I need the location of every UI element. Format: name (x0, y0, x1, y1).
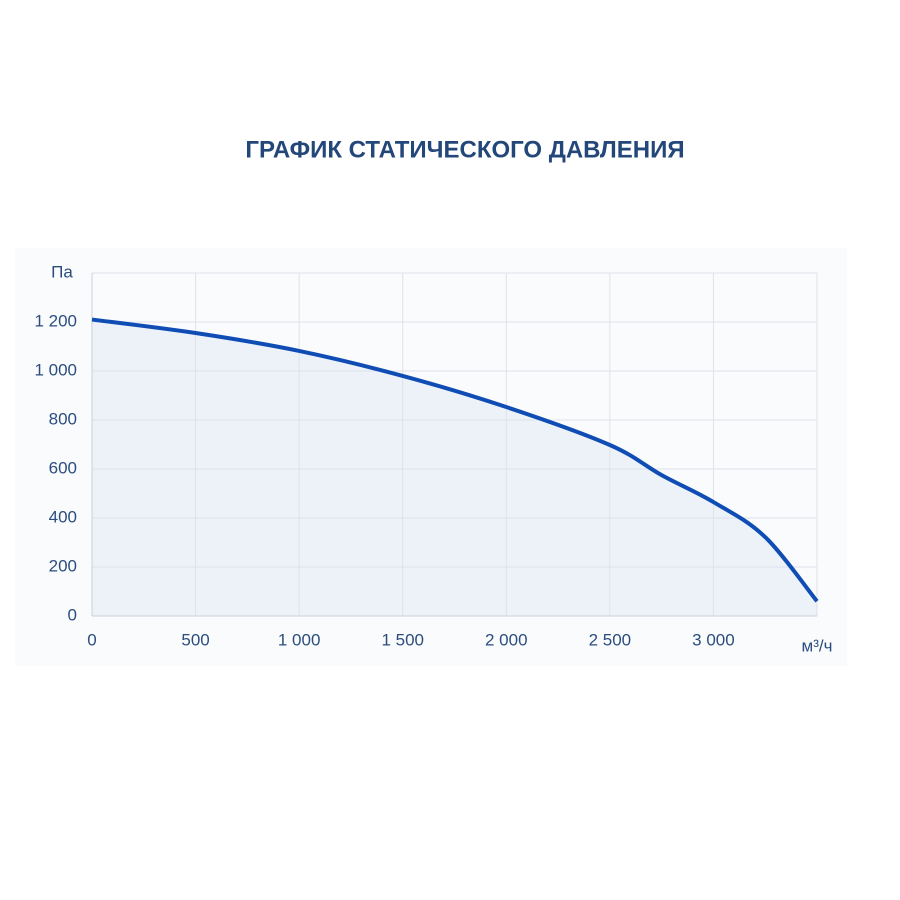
chart-title: ГРАФИК СТАТИЧЕСКОГО ДАВЛЕНИЯ (245, 136, 684, 163)
y-axis-title: Па (51, 262, 73, 281)
y-tick-label: 1 200 (34, 311, 77, 330)
x-tick-label: 3 000 (692, 630, 735, 649)
y-tick-label: 600 (49, 458, 77, 477)
x-axis-title: м³/ч (802, 636, 833, 655)
y-tick-label: 0 (68, 605, 77, 624)
x-tick-label: 500 (181, 630, 209, 649)
x-tick-label: 2 000 (485, 630, 528, 649)
y-tick-label: 1 000 (34, 360, 77, 379)
area (92, 319, 817, 616)
x-tick-label: 2 500 (589, 630, 632, 649)
y-tick-label: 800 (49, 409, 77, 428)
line (91, 317, 819, 603)
x-tick-label: 1 000 (278, 630, 321, 649)
x-tick-label: 1 500 (381, 630, 424, 649)
x-tick-label: 0 (87, 630, 96, 649)
y-tick-label: 400 (49, 507, 77, 526)
y-tick-label: 200 (49, 556, 77, 575)
